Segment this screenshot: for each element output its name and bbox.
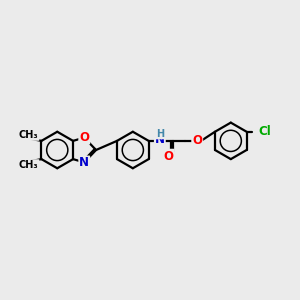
Text: H: H <box>156 128 164 139</box>
Text: N: N <box>79 157 89 169</box>
Text: O: O <box>164 150 174 163</box>
Text: O: O <box>192 134 202 147</box>
Text: N: N <box>155 133 165 146</box>
Text: O: O <box>79 130 89 143</box>
Text: CH₃: CH₃ <box>19 130 39 140</box>
Text: Cl: Cl <box>258 125 271 138</box>
Text: CH₃: CH₃ <box>19 160 39 170</box>
